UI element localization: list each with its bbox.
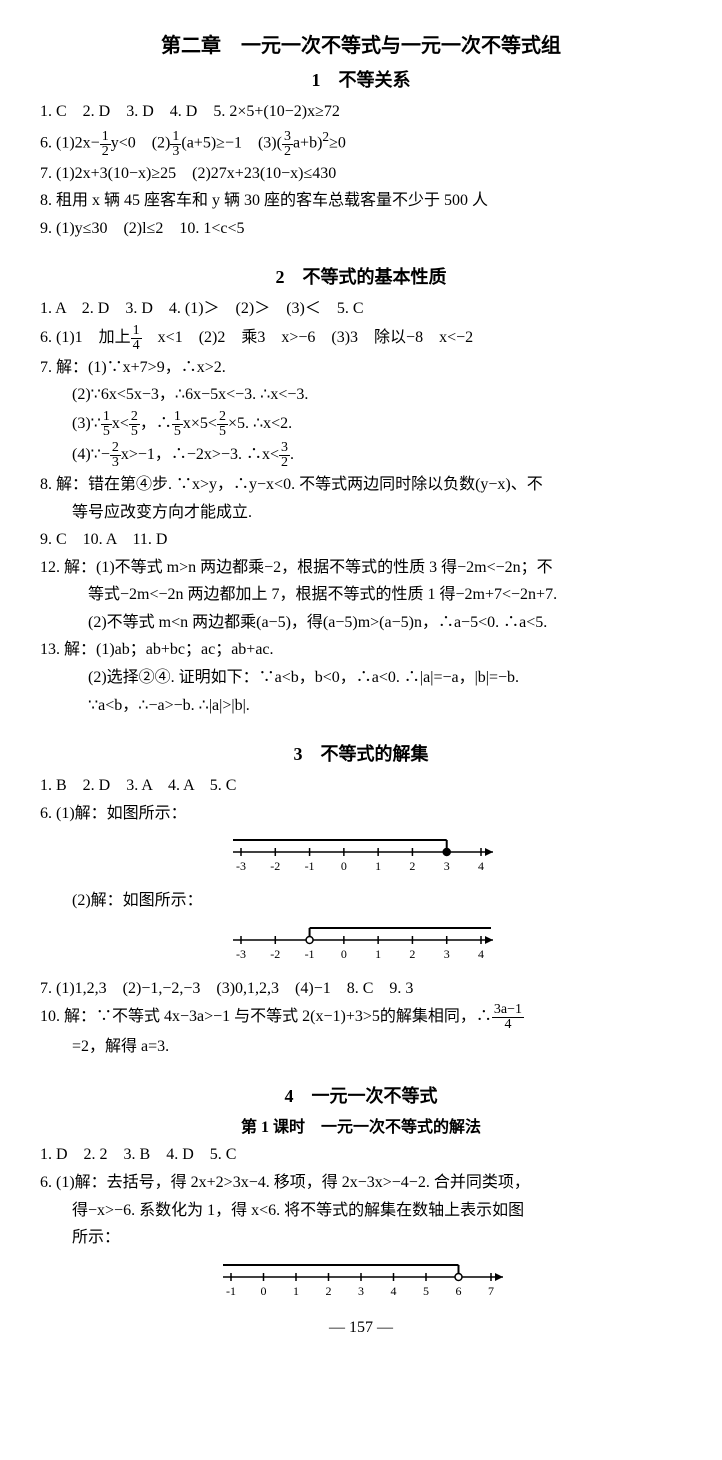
svg-text:-1: -1 (305, 947, 315, 961)
s1-line7: 7. (1)2x+3(10−x)≥25 (2)27x+23(10−x)≤430 (40, 161, 682, 187)
frac-1-3: 13 (170, 130, 181, 159)
section-4-subtitle: 第 1 课时 一元一次不等式的解法 (40, 1115, 682, 1141)
s3-line6-1: 6. (1)解：如图所示： (40, 801, 682, 827)
s4-line6a: 6. (1)解：去括号，得 2x+2>3x−4. 移项，得 2x−3x>−4−2… (40, 1170, 682, 1196)
frac-1-5b: 15 (172, 410, 183, 439)
t: (3)∵ (72, 415, 101, 432)
s2-line9: 9. C 10. A 11. D (40, 527, 682, 553)
s2-line12a: 12. 解：(1)不等式 m>n 两边都乘−2，根据不等式的性质 3 得−2m<… (40, 555, 682, 581)
section-4-title: 4 一元一次不等式 (40, 1082, 682, 1111)
frac-1-2: 12 (100, 130, 111, 159)
frac-1-5a: 15 (101, 410, 112, 439)
frac-3a-1-4: 3a−14 (492, 1003, 524, 1032)
s4-line6b: 得−x>−6. 系数化为 1，得 x<6. 将不等式的解集在数轴上表示如图 (40, 1198, 682, 1224)
s2-line12c: (2)不等式 m<n 两边都乘(a−5)，得(a−5)m>(a−5)n，∴a−5… (40, 610, 682, 636)
t: x<1 (2)2 乘3 x>−6 (3)3 除以−8 x<−2 (142, 329, 473, 346)
s1-line8: 8. 租用 x 辆 45 座客车和 y 辆 30 座的客车总载客量不少于 500… (40, 188, 682, 214)
svg-text:3: 3 (444, 859, 450, 873)
s2-line6: 6. (1)1 加上14 x<1 (2)2 乘3 x>−6 (3)3 除以−8 … (40, 324, 682, 353)
number-line-3: -1 0 1 2 3 4 5 6 7 (211, 1259, 511, 1305)
svg-text:1: 1 (293, 1284, 299, 1298)
s2-line12b: 等式−2m<−2n 两边都加上 7，根据不等式的性质 1 得−2m+7<−2n+… (40, 582, 682, 608)
svg-text:4: 4 (478, 947, 484, 961)
t: (a+5)≥−1 (3) (181, 135, 276, 152)
page-number: — 157 — (40, 1315, 682, 1341)
frac-3-2: 32 (282, 130, 293, 159)
svg-text:2: 2 (326, 1284, 332, 1298)
svg-text:0: 0 (261, 1284, 267, 1298)
svg-text:1: 1 (375, 859, 381, 873)
t: x< (112, 415, 129, 432)
s3-line7: 7. (1)1,2,3 (2)−1,−2,−3 (3)0,1,2,3 (4)−1… (40, 976, 682, 1002)
t: (4)∵− (72, 446, 110, 463)
svg-text:6: 6 (456, 1284, 462, 1298)
chapter-title: 第二章 一元一次不等式与一元一次不等式组 (40, 30, 682, 62)
svg-text:-1: -1 (226, 1284, 236, 1298)
section-1-title: 1 不等关系 (40, 66, 682, 95)
s1-line1: 1. C 2. D 3. D 4. D 5. 2×5+(10−2)x≥72 (40, 99, 682, 125)
svg-text:2: 2 (409, 859, 415, 873)
svg-text:5: 5 (423, 1284, 429, 1298)
t: y<0 (2) (111, 135, 171, 152)
s2-line8b: 等号应改变方向才能成立. (40, 500, 682, 526)
svg-text:4: 4 (391, 1284, 397, 1298)
s2-line7-2: (2)∵6x<5x−3，∴6x−5x<−3. ∴x<−3. (40, 382, 682, 408)
svg-text:0: 0 (341, 947, 347, 961)
section-2-title: 2 不等式的基本性质 (40, 263, 682, 292)
s4-line6c: 所示： (40, 1225, 682, 1251)
svg-text:-3: -3 (236, 859, 246, 873)
t: ×5. ∴x<2. (228, 415, 292, 432)
svg-text:1: 1 (375, 947, 381, 961)
s2-line13b: (2)选择②④. 证明如下：∵a<b，b<0，∴a<0. ∴|a|=−a，|b|… (40, 665, 682, 691)
frac-2-3: 23 (110, 441, 121, 470)
svg-text:3: 3 (358, 1284, 364, 1298)
svg-text:2: 2 (409, 947, 415, 961)
t: 6. (1)1 加上 (40, 329, 131, 346)
t: x>−1，∴−2x>−3. ∴x< (121, 446, 279, 463)
s2-line7-3: (3)∵15x<25，∴15x×5<25×5. ∴x<2. (40, 410, 682, 439)
s2-line13a: 13. 解：(1)ab；ab+bc；ac；ab+ac. (40, 637, 682, 663)
s4-line1: 1. D 2. 2 3. B 4. D 5. C (40, 1142, 682, 1168)
svg-text:-1: -1 (305, 859, 315, 873)
frac-3-2b: 32 (279, 441, 290, 470)
t: 10. 解：∵不等式 4x−3a>−1 与不等式 2(x−1)+3>5的解集相同… (40, 1009, 492, 1026)
frac-1-4: 14 (131, 324, 142, 353)
s3-line1: 1. B 2. D 3. A 4. A 5. C (40, 773, 682, 799)
s1-line9: 9. (1)y≤30 (2)l≤2 10. 1<c<5 (40, 216, 682, 242)
s2-line7: 7. 解：(1)∵x+7>9，∴x>2. (40, 355, 682, 381)
s3-line10b: =2，解得 a=3. (40, 1034, 682, 1060)
t: a+b (293, 135, 317, 152)
s1-line6: 6. (1)2x−12y<0 (2)13(a+5)≥−1 (3)(32a+b)2… (40, 126, 682, 158)
section-3-title: 3 不等式的解集 (40, 740, 682, 769)
s2-line7-4: (4)∵−23x>−1，∴−2x>−3. ∴x<32. (40, 441, 682, 470)
svg-text:-2: -2 (270, 859, 280, 873)
s3-line10: 10. 解：∵不等式 4x−3a>−1 与不等式 2(x−1)+3>5的解集相同… (40, 1003, 682, 1032)
svg-text:4: 4 (478, 859, 484, 873)
t: . (290, 446, 294, 463)
frac-2-5b: 25 (217, 410, 228, 439)
svg-text:7: 7 (488, 1284, 494, 1298)
t: ，∴ (140, 415, 172, 432)
frac-2-5a: 25 (129, 410, 140, 439)
s2-line1: 1. A 2. D 3. D 4. (1)＞ (2)＞ (3)＜ 5. C (40, 296, 682, 322)
svg-text:0: 0 (341, 859, 347, 873)
number-line-1: -3 -2 -1 0 1 2 3 4 (221, 834, 501, 880)
s2-line8a: 8. 解：错在第④步. ∵x>y，∴y−x<0. 不等式两边同时除以负数(y−x… (40, 472, 682, 498)
svg-text:-2: -2 (270, 947, 280, 961)
t: x×5< (183, 415, 217, 432)
number-line-2: -3 -2 -1 0 1 2 3 4 (221, 922, 501, 968)
svg-text:-3: -3 (236, 947, 246, 961)
t: 6. (1)2x− (40, 135, 100, 152)
svg-text:3: 3 (444, 947, 450, 961)
t: ≥0 (329, 135, 346, 152)
s2-line13c: ∵a<b，∴−a>−b. ∴|a|>|b|. (40, 693, 682, 719)
s3-line6-2: (2)解：如图所示： (40, 888, 682, 914)
